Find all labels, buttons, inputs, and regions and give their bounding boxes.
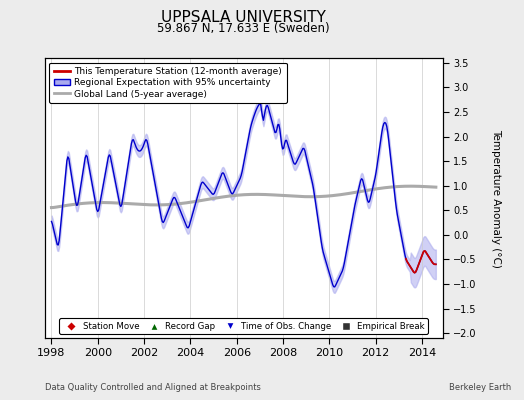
Y-axis label: Temperature Anomaly (°C): Temperature Anomaly (°C)	[490, 128, 500, 268]
Text: Berkeley Earth: Berkeley Earth	[449, 383, 511, 392]
Text: UPPSALA UNIVERSITY: UPPSALA UNIVERSITY	[161, 10, 326, 25]
Text: 59.867 N, 17.633 E (Sweden): 59.867 N, 17.633 E (Sweden)	[157, 22, 330, 35]
Text: Data Quality Controlled and Aligned at Breakpoints: Data Quality Controlled and Aligned at B…	[45, 383, 260, 392]
Legend: Station Move, Record Gap, Time of Obs. Change, Empirical Break: Station Move, Record Gap, Time of Obs. C…	[59, 318, 428, 334]
